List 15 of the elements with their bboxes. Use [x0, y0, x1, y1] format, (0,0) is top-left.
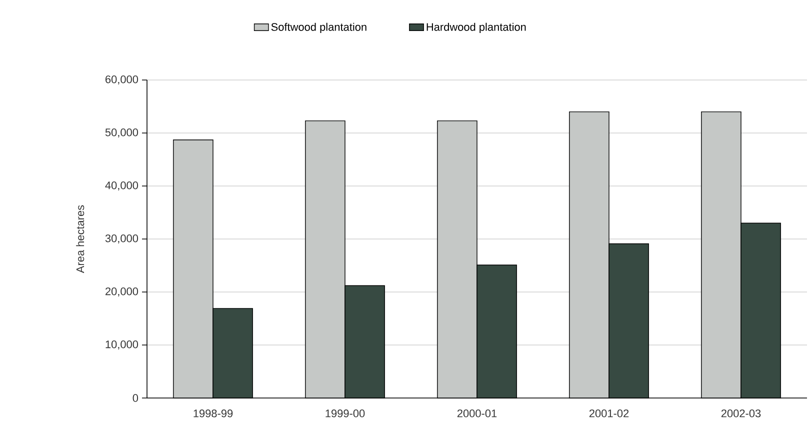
- y-tick-label: 0: [132, 394, 138, 402]
- x-tick-label: 2000-01: [457, 410, 497, 418]
- y-tick-label: 60,000: [106, 75, 138, 85]
- y-tick-label: 10,000: [106, 340, 138, 350]
- y-tick-label: 50,000: [105, 128, 138, 138]
- y-tick-label: 30,000: [105, 234, 138, 244]
- x-tick-label: 1998-99: [194, 410, 233, 418]
- y-tick-label: 20,000: [106, 287, 138, 297]
- y-tick-label: 40,000: [105, 181, 138, 191]
- x-tick-label: 2002-03: [721, 410, 761, 418]
- legend-label: Hardwood plantation: [426, 22, 526, 34]
- legend-label: Softwood plantation: [271, 22, 366, 34]
- x-tick-label: 1999-00: [326, 410, 365, 418]
- x-tick-label: 2001-02: [589, 410, 629, 418]
- y-axis-title: Area hectares: [76, 205, 84, 274]
